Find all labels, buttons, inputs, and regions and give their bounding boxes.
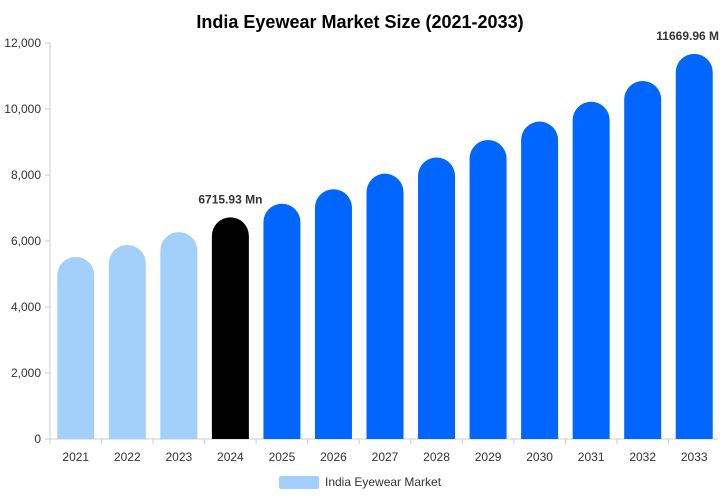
x-tick-label: 2021 (62, 450, 89, 464)
bar-2026 (314, 189, 352, 439)
y-tick-label: 8,000 (11, 168, 41, 182)
x-tick-label: 2032 (629, 450, 656, 464)
y-tick-label: 4,000 (11, 300, 41, 314)
legend: India Eyewear Market (279, 475, 442, 489)
x-tick-label: 2029 (475, 450, 502, 464)
bar-2021 (57, 256, 95, 439)
x-tick-label: 2030 (526, 450, 553, 464)
x-tick-label: 2028 (423, 450, 450, 464)
bars (57, 53, 713, 440)
bar-2030 (521, 121, 559, 440)
bar-2027 (366, 173, 404, 440)
bar-2022 (108, 244, 146, 439)
x-tick-label: 2026 (320, 450, 347, 464)
bar-2031 (572, 101, 610, 440)
bar-2033 (675, 53, 713, 439)
data-label-2024: 6715.93 Mn (198, 192, 262, 206)
x-axis: 2021 2022 2023 2024 2025 2026 2027 2028 2029 2030… (49, 438, 718, 464)
bar-2024 (211, 217, 249, 439)
x-tick-label: 2024 (217, 450, 244, 464)
data-label-2033: 11669.96 M (656, 29, 719, 43)
bar-2025 (263, 203, 301, 439)
x-tick-label: 2023 (165, 450, 192, 464)
y-tick-label: 2,000 (11, 366, 41, 380)
x-tick-label: 2031 (578, 450, 605, 464)
x-tick-label: 2025 (269, 450, 296, 464)
data-labels: 6715.93 Mn 11669.96 M (198, 29, 719, 206)
bar-2023 (160, 232, 198, 439)
y-axis: 0 2,000 4,000 6,000 8,000 10,000 12,000 (4, 36, 51, 446)
bar-2029 (469, 140, 507, 439)
y-tick-label: 0 (34, 432, 41, 446)
x-tick-label: 2022 (114, 450, 141, 464)
legend-swatch (279, 476, 319, 489)
y-tick-label: 10,000 (4, 102, 41, 116)
y-tick-label: 6,000 (11, 234, 41, 248)
x-tick-label: 2033 (681, 450, 708, 464)
x-tick-label: 2027 (372, 450, 399, 464)
chart-title: India Eyewear Market Size (2021-2033) (196, 12, 523, 32)
bar-2032 (624, 80, 662, 439)
bar-2028 (418, 157, 456, 439)
y-tick-label: 12,000 (4, 36, 41, 50)
legend-label: India Eyewear Market (325, 475, 442, 489)
